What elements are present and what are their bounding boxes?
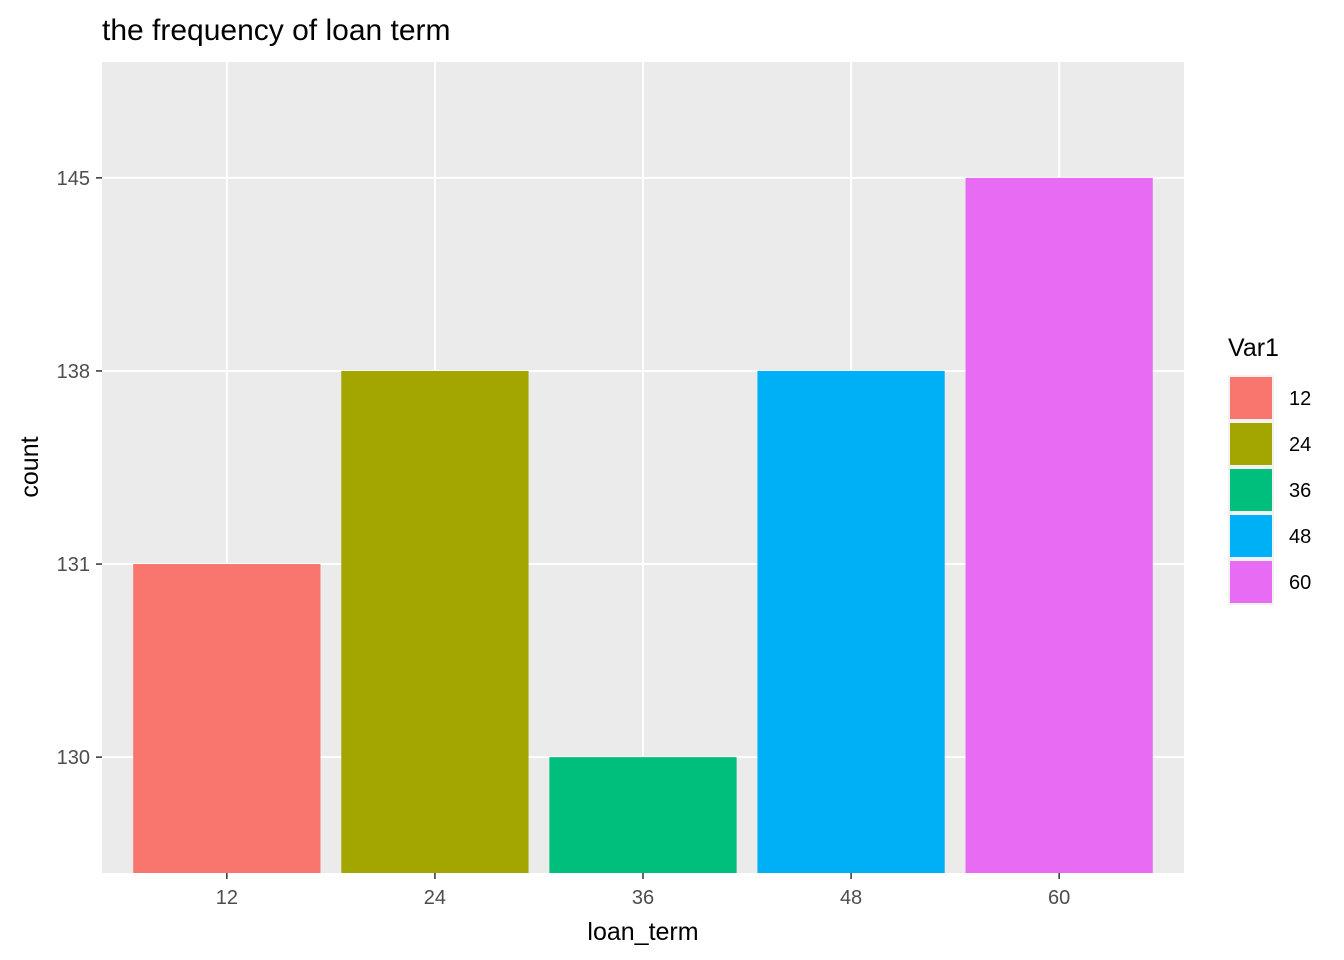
bar-48	[757, 370, 945, 873]
bar-60	[965, 177, 1153, 873]
legend-key-12	[1230, 377, 1272, 419]
legend: Var1 12 24 36 48 60	[1228, 334, 1311, 605]
bars	[133, 177, 1153, 873]
bar-12	[133, 564, 321, 873]
legend-title: Var1	[1228, 334, 1279, 362]
y-tick-label: 145	[57, 168, 90, 190]
x-axis-title: loan_term	[587, 918, 698, 946]
legend-label: 48	[1289, 526, 1311, 548]
legend-key-48	[1230, 515, 1272, 557]
bar-36	[549, 757, 737, 873]
y-tick-label: 138	[57, 361, 90, 383]
legend-label: 12	[1289, 388, 1311, 410]
legend-label: 24	[1289, 434, 1311, 456]
legend-key-60	[1230, 561, 1272, 603]
bar-24	[341, 370, 529, 873]
y-axis-title: count	[16, 436, 44, 497]
legend-label: 36	[1289, 480, 1311, 502]
legend-label: 60	[1289, 572, 1311, 594]
y-tick-label: 130	[57, 747, 90, 769]
x-tick-label: 60	[1048, 887, 1070, 909]
x-tick-label: 24	[424, 887, 446, 909]
legend-key-24	[1230, 423, 1272, 465]
x-tick-label: 36	[632, 887, 654, 909]
x-axis: 12 24 36 48 60	[216, 873, 1070, 909]
y-axis: 130 131 138 145	[57, 168, 102, 769]
y-tick-label: 131	[57, 554, 90, 576]
x-tick-label: 48	[840, 887, 862, 909]
chart-title: the frequency of loan term	[102, 14, 451, 47]
x-tick-label: 12	[216, 887, 238, 909]
legend-key-36	[1230, 469, 1272, 511]
